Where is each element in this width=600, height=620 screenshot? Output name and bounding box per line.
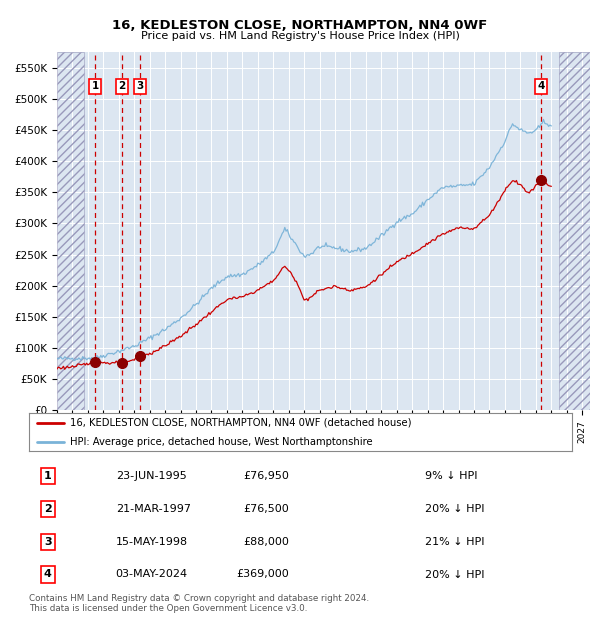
Text: 4: 4 xyxy=(44,570,52,580)
Bar xyxy=(559,52,590,410)
Text: 15-MAY-1998: 15-MAY-1998 xyxy=(116,537,188,547)
Bar xyxy=(57,52,84,410)
Text: 21% ↓ HPI: 21% ↓ HPI xyxy=(425,537,485,547)
Text: 03-MAY-2024: 03-MAY-2024 xyxy=(116,570,188,580)
Text: 16, KEDLESTON CLOSE, NORTHAMPTON, NN4 0WF: 16, KEDLESTON CLOSE, NORTHAMPTON, NN4 0W… xyxy=(112,19,488,32)
Bar xyxy=(559,52,590,410)
Text: £369,000: £369,000 xyxy=(236,570,289,580)
Text: £76,500: £76,500 xyxy=(244,504,289,514)
Text: 20% ↓ HPI: 20% ↓ HPI xyxy=(425,504,485,514)
Bar xyxy=(57,52,84,410)
Text: HPI: Average price, detached house, West Northamptonshire: HPI: Average price, detached house, West… xyxy=(70,437,372,447)
Text: 2: 2 xyxy=(44,504,52,514)
Text: 21-MAR-1997: 21-MAR-1997 xyxy=(116,504,191,514)
Text: 2: 2 xyxy=(119,81,126,91)
Text: 1: 1 xyxy=(44,471,52,481)
Text: Contains HM Land Registry data © Crown copyright and database right 2024.
This d: Contains HM Land Registry data © Crown c… xyxy=(29,594,369,613)
Text: £88,000: £88,000 xyxy=(244,537,289,547)
Text: 16, KEDLESTON CLOSE, NORTHAMPTON, NN4 0WF (detached house): 16, KEDLESTON CLOSE, NORTHAMPTON, NN4 0W… xyxy=(70,418,411,428)
Text: Price paid vs. HM Land Registry's House Price Index (HPI): Price paid vs. HM Land Registry's House … xyxy=(140,31,460,41)
Text: 23-JUN-1995: 23-JUN-1995 xyxy=(116,471,187,481)
Text: 4: 4 xyxy=(538,81,545,91)
Text: 20% ↓ HPI: 20% ↓ HPI xyxy=(425,570,485,580)
Text: 9% ↓ HPI: 9% ↓ HPI xyxy=(425,471,478,481)
Text: 1: 1 xyxy=(92,81,99,91)
Text: 3: 3 xyxy=(136,81,143,91)
Text: £76,950: £76,950 xyxy=(244,471,289,481)
Text: 3: 3 xyxy=(44,537,52,547)
